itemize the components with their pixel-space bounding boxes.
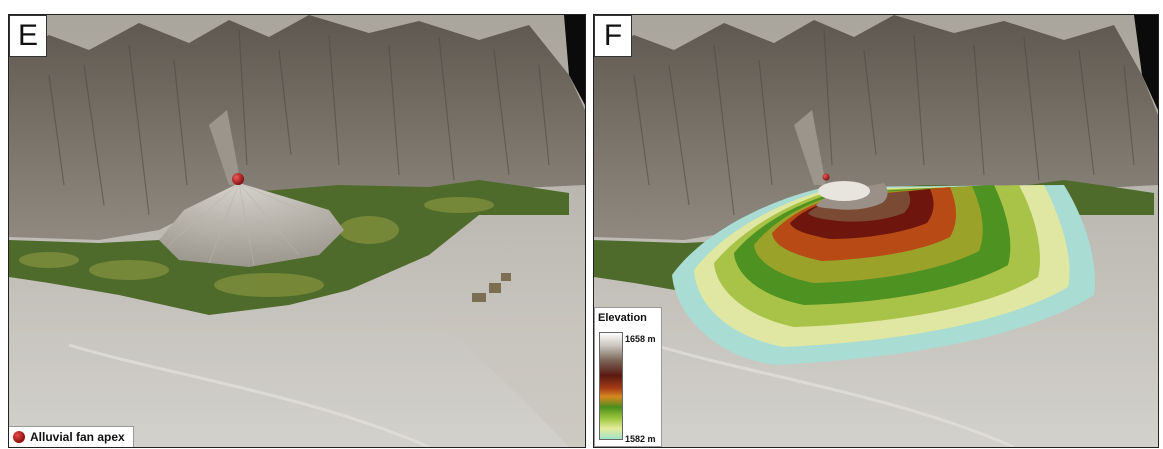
alluvial-fan-apex-marker-f bbox=[822, 173, 830, 181]
elevation-max-label: 1658 m bbox=[625, 334, 656, 344]
apex-legend-label: Alluvial fan apex bbox=[30, 430, 125, 444]
fan-band-10 bbox=[818, 181, 870, 201]
panel-e: E Alluvial fan apex bbox=[8, 14, 586, 448]
terrain-view-f bbox=[594, 15, 1158, 447]
fan-elevation-bands bbox=[672, 181, 1096, 365]
elevation-min-label: 1582 m bbox=[625, 434, 656, 444]
panel-label-f: F bbox=[594, 15, 632, 57]
panel-f: F Elevation 1658 m 1582 m bbox=[593, 14, 1159, 448]
panel-label-e: E bbox=[9, 15, 47, 57]
terrain-view-e bbox=[9, 15, 585, 447]
apex-legend: Alluvial fan apex bbox=[9, 426, 134, 447]
elevation-color-ramp bbox=[599, 332, 623, 440]
alluvial-fan-apex-marker bbox=[232, 173, 244, 185]
apex-marker-icon bbox=[13, 431, 25, 443]
elevation-legend-title: Elevation bbox=[598, 312, 647, 324]
elevation-legend: Elevation 1658 m 1582 m bbox=[594, 307, 662, 447]
